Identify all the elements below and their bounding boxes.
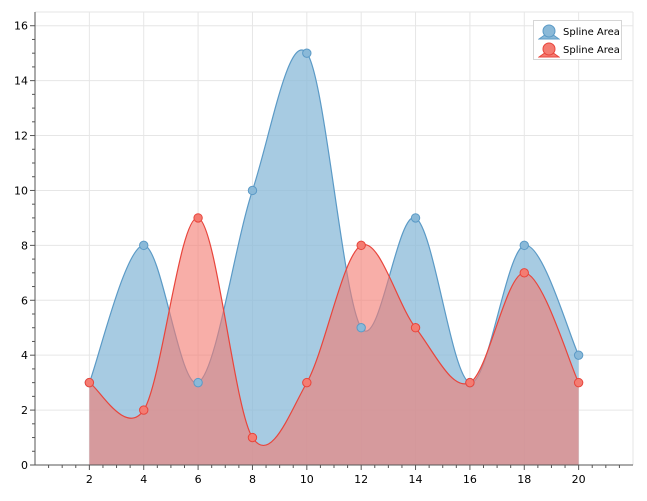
data-point-series-2 [84,377,95,388]
y-tick-label: 12 [14,130,28,143]
data-point-series-2 [573,377,584,388]
y-tick-label: 6 [21,294,28,307]
data-point-series-2 [356,240,366,251]
data-point-series-1 [302,48,312,58]
y-tick-label: 10 [14,184,28,197]
x-tick-label: 20 [572,473,586,486]
legend-item-series-1[interactable]: Spline Area [538,23,620,41]
data-point-series-1 [573,350,584,360]
x-tick-label: 6 [195,473,202,486]
legend-marker-series-2 [538,42,560,58]
data-point-series-1 [247,185,258,196]
data-point-series-2 [193,213,203,223]
legend-label-series-1: Spline Area [563,26,620,38]
y-tick-label: 4 [21,349,28,362]
y-tick-label: 8 [21,239,28,252]
legend: Spline Area Spline Area [533,20,622,60]
data-point-series-1 [139,240,149,251]
data-point-series-1 [519,240,529,251]
data-point-series-2 [247,432,258,443]
data-point-series-2 [465,377,475,388]
data-point-series-2 [302,377,312,388]
y-tick-label: 14 [14,75,28,88]
x-tick-label: 18 [517,473,531,486]
y-tick-label: 16 [14,20,28,33]
x-tick-label: 4 [140,473,147,486]
y-tick-label: 0 [21,459,28,472]
data-point-series-2 [519,268,529,278]
data-point-series-1 [193,377,203,388]
series-areas [88,49,580,465]
data-point-series-1 [356,323,366,333]
x-tick-label: 2 [86,473,93,486]
legend-item-series-2[interactable]: Spline Area [538,41,620,59]
x-tick-label: 14 [409,473,423,486]
area-fill-series-2 [89,217,579,465]
legend-marker-series-1 [538,24,560,40]
data-points [84,48,584,443]
legend-label-series-2: Spline Area [563,44,620,56]
y-tick-label: 2 [21,404,28,417]
x-tick-label: 8 [249,473,256,486]
x-tick-label: 16 [463,473,477,486]
data-point-series-2 [139,405,149,415]
x-tick-label: 10 [300,473,314,486]
axes: 0 2 4 6 8 10 12 14 16 2 4 6 8 10 12 14 16 18 20 [14,12,633,486]
data-point-series-2 [410,323,421,333]
data-point-series-1 [410,213,421,223]
x-tick-label: 12 [354,473,368,486]
area-line-series-2 [89,217,580,446]
